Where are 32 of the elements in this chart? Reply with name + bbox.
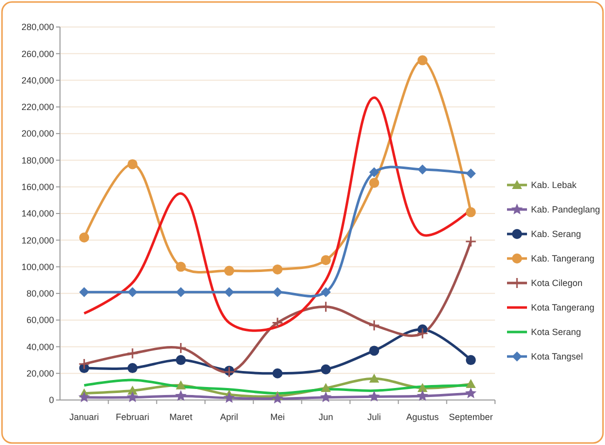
x-tick-label: Februari bbox=[116, 412, 150, 422]
y-tick-label: 180,000 bbox=[21, 155, 54, 166]
legend-label: Kab. Pandeglang bbox=[531, 204, 600, 215]
y-tick-label: 20,000 bbox=[26, 368, 54, 379]
y-tick-label: 240,000 bbox=[21, 75, 54, 86]
x-tick-label: Mei bbox=[270, 412, 285, 422]
y-tick-label: 280,000 bbox=[21, 22, 54, 32]
x-tick-label: April bbox=[220, 412, 238, 422]
y-tick-label: 120,000 bbox=[21, 235, 54, 246]
legend-label: Kab. Serang bbox=[531, 229, 582, 240]
y-tick-label: 220,000 bbox=[21, 102, 54, 112]
x-tick-label: Agustus bbox=[406, 412, 440, 422]
y-tick-label: 100,000 bbox=[21, 262, 54, 272]
y-tick-label: 140,000 bbox=[21, 208, 54, 219]
legend-label: Kab. Lebak bbox=[531, 180, 578, 190]
y-tick-label: 0 bbox=[48, 395, 54, 406]
y-tick-label: 260,000 bbox=[21, 48, 54, 59]
legend-label: Kota Cilegon bbox=[531, 278, 583, 288]
x-tick-label: Jun bbox=[318, 412, 334, 422]
legend-label: Kab. Tangerang bbox=[531, 254, 594, 264]
x-tick-label: September bbox=[448, 412, 493, 422]
legend-label: Kota Tangsel bbox=[531, 352, 583, 362]
legend-label: Kota Serang bbox=[531, 327, 582, 338]
legend-label: Kota Tangerang bbox=[531, 302, 594, 313]
y-tick-label: 200,000 bbox=[21, 128, 54, 139]
y-tick-label: 160,000 bbox=[21, 182, 54, 192]
x-tick-label: Juli bbox=[367, 412, 381, 422]
x-tick-label: Januari bbox=[69, 412, 99, 422]
y-tick-label: 40,000 bbox=[26, 342, 54, 352]
x-tick-label: Maret bbox=[169, 412, 193, 422]
y-tick-label: 80,000 bbox=[26, 288, 54, 299]
y-tick-label: 60,000 bbox=[26, 315, 54, 326]
